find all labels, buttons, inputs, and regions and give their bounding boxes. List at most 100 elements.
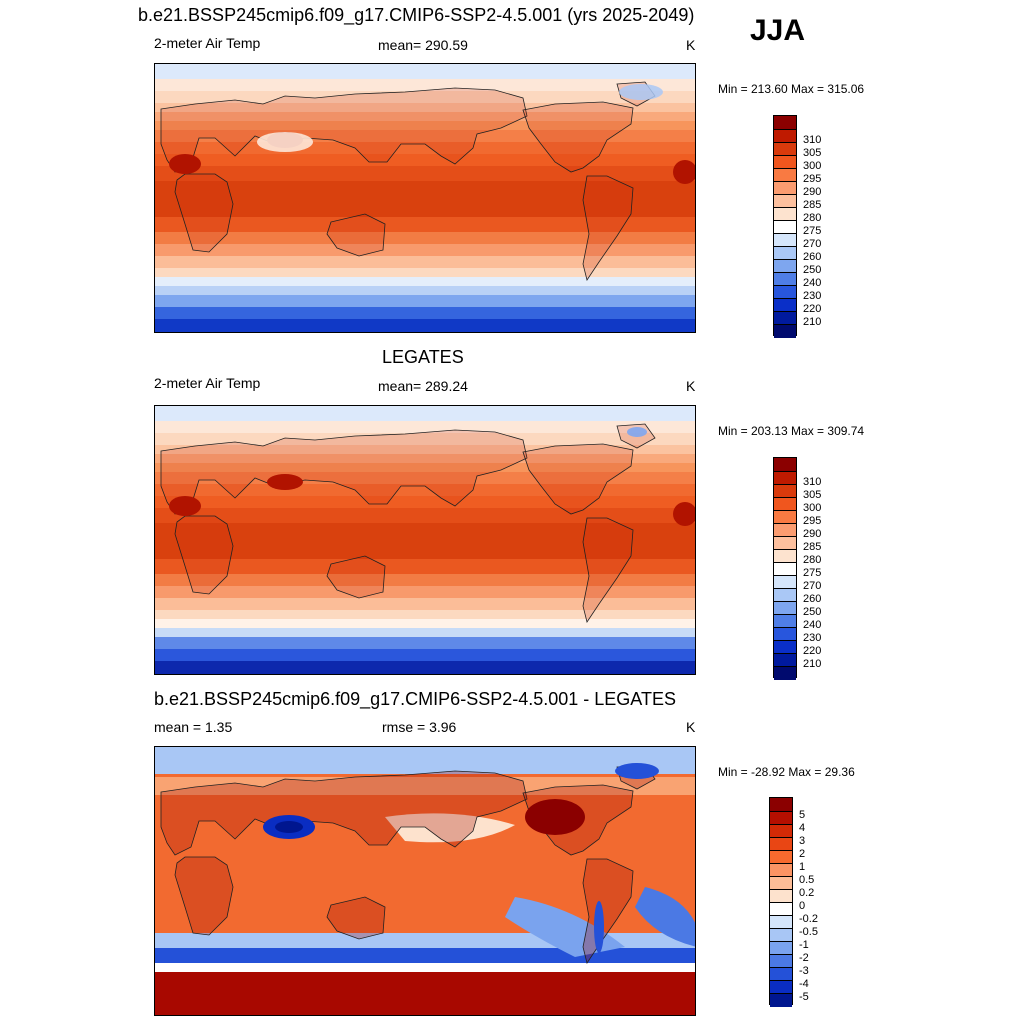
colorbar-swatch xyxy=(774,259,796,273)
colorbar-label: 220 xyxy=(803,302,822,315)
colorbar-label: 275 xyxy=(803,566,822,579)
variable-label: 2-meter Air Temp xyxy=(154,375,261,391)
colorbar-swatch xyxy=(770,967,792,981)
colorbar-swatch xyxy=(774,588,796,602)
colorbar-swatch xyxy=(770,941,792,955)
colorbar-swatches xyxy=(773,115,797,338)
colorbar-label: -0.5 xyxy=(799,926,818,938)
colorbar-label: 295 xyxy=(803,514,822,527)
colorbar-label: 305 xyxy=(803,488,822,501)
colorbar-label: 285 xyxy=(803,540,822,553)
mean-label: mean= 290.59 xyxy=(378,37,468,53)
colorbar-label: 210 xyxy=(803,657,822,670)
colorbar-label: -3 xyxy=(799,965,809,977)
min-max-label: Min = -28.92 Max = 29.36 xyxy=(718,765,855,779)
colorbar-label: 285 xyxy=(803,198,822,211)
colorbar-swatch xyxy=(774,155,796,169)
colorbar-swatch xyxy=(774,601,796,615)
units-label: K xyxy=(686,37,696,53)
colorbar-label: -0.2 xyxy=(799,913,818,925)
colorbar-swatch xyxy=(770,954,792,968)
colorbar-swatch xyxy=(774,298,796,312)
colorbar-label: 260 xyxy=(803,250,822,263)
colorbar-label: 270 xyxy=(803,579,822,592)
colorbar-swatch xyxy=(774,129,796,143)
colorbar-label: 295 xyxy=(803,172,822,185)
colorbar-label: -4 xyxy=(799,978,809,990)
colorbar-label: 4 xyxy=(799,822,806,834)
colorbar-swatch xyxy=(774,311,796,325)
colorbar-label: -2 xyxy=(799,952,809,964)
colorbar-label: 300 xyxy=(803,159,822,172)
colorbar-label: 0.5 xyxy=(799,874,815,886)
colorbar-label: -1 xyxy=(799,939,809,951)
colorbar-swatch xyxy=(770,863,792,877)
colorbar-swatch xyxy=(770,928,792,942)
min-max-label: Min = 203.13 Max = 309.74 xyxy=(718,424,865,438)
colorbar-swatch xyxy=(774,142,796,156)
colorbar-label: 280 xyxy=(803,211,822,224)
colorbar-swatch xyxy=(774,484,796,498)
colorbar-swatch xyxy=(774,194,796,208)
season-label: JJA xyxy=(750,14,806,47)
colorbar-label: 305 xyxy=(803,146,822,159)
colorbar-label: 290 xyxy=(803,527,822,540)
colorbar-swatch xyxy=(774,653,796,667)
colorbar-label: 230 xyxy=(803,631,822,644)
colorbar-swatch xyxy=(770,915,792,929)
colorbar-label: 3 xyxy=(799,835,806,847)
colorbar-swatch xyxy=(774,497,796,511)
colorbar-swatch xyxy=(774,116,796,129)
colorbar-swatch xyxy=(770,876,792,890)
colorbar-swatch xyxy=(774,575,796,589)
colorbar-swatch xyxy=(770,837,792,851)
colorbar-swatch xyxy=(774,324,796,338)
colorbar-swatch xyxy=(774,471,796,485)
colorbar-swatch xyxy=(774,458,796,471)
colorbar-swatch xyxy=(770,811,792,825)
panel-title: LEGATES xyxy=(382,347,464,367)
min-max-label: Min = 213.60 Max = 315.06 xyxy=(718,82,865,96)
colorbar-label: 0 xyxy=(799,900,806,912)
mean-label: mean = 1.35 xyxy=(154,719,233,735)
colorbar-swatch xyxy=(774,562,796,576)
colorbar-swatch xyxy=(774,181,796,195)
colorbar-label: 250 xyxy=(803,605,822,618)
colorbar-label: 290 xyxy=(803,185,822,198)
colorbar-label: 310 xyxy=(803,133,822,146)
colorbar-swatch xyxy=(774,614,796,628)
colorbar-label: 240 xyxy=(803,618,822,631)
colorbar-label: -5 xyxy=(799,991,809,1003)
units-label: K xyxy=(686,378,696,394)
colorbar-swatch xyxy=(770,824,792,838)
units-label: K xyxy=(686,719,696,735)
rmse-label: rmse = 3.96 xyxy=(382,719,457,735)
legates-temperature-map xyxy=(154,405,696,675)
colorbar-swatch xyxy=(774,549,796,563)
colorbar-swatch xyxy=(774,640,796,654)
colorbar-label: 300 xyxy=(803,501,822,514)
colorbar-swatch xyxy=(774,285,796,299)
colorbar-swatch xyxy=(774,510,796,524)
mean-label: mean= 289.24 xyxy=(378,378,468,394)
colorbar-label: 5 xyxy=(799,809,806,821)
figure-title: b.e21.BSSP245cmip6.f09_g17.CMIP6-SSP2-4.… xyxy=(138,5,695,25)
colorbar-label: 250 xyxy=(803,263,822,276)
colorbar-swatch xyxy=(770,993,792,1007)
colorbar-swatch xyxy=(774,536,796,550)
colorbar-swatch xyxy=(770,902,792,916)
colorbar-swatch xyxy=(770,980,792,994)
colorbar-swatch xyxy=(774,523,796,537)
colorbar-label: 240 xyxy=(803,276,822,289)
colorbar-swatch xyxy=(774,168,796,182)
colorbar-swatch xyxy=(774,220,796,234)
colorbar-swatches xyxy=(773,457,797,680)
colorbar-swatch xyxy=(774,666,796,680)
colorbar-label: 2 xyxy=(799,848,806,860)
colorbar-swatches xyxy=(769,797,793,1007)
colorbar-swatch xyxy=(774,627,796,641)
colorbar-label: 0.2 xyxy=(799,887,815,899)
colorbar-swatch xyxy=(774,246,796,260)
colorbar-label: 1 xyxy=(799,861,806,873)
continent-outlines xyxy=(160,423,656,623)
